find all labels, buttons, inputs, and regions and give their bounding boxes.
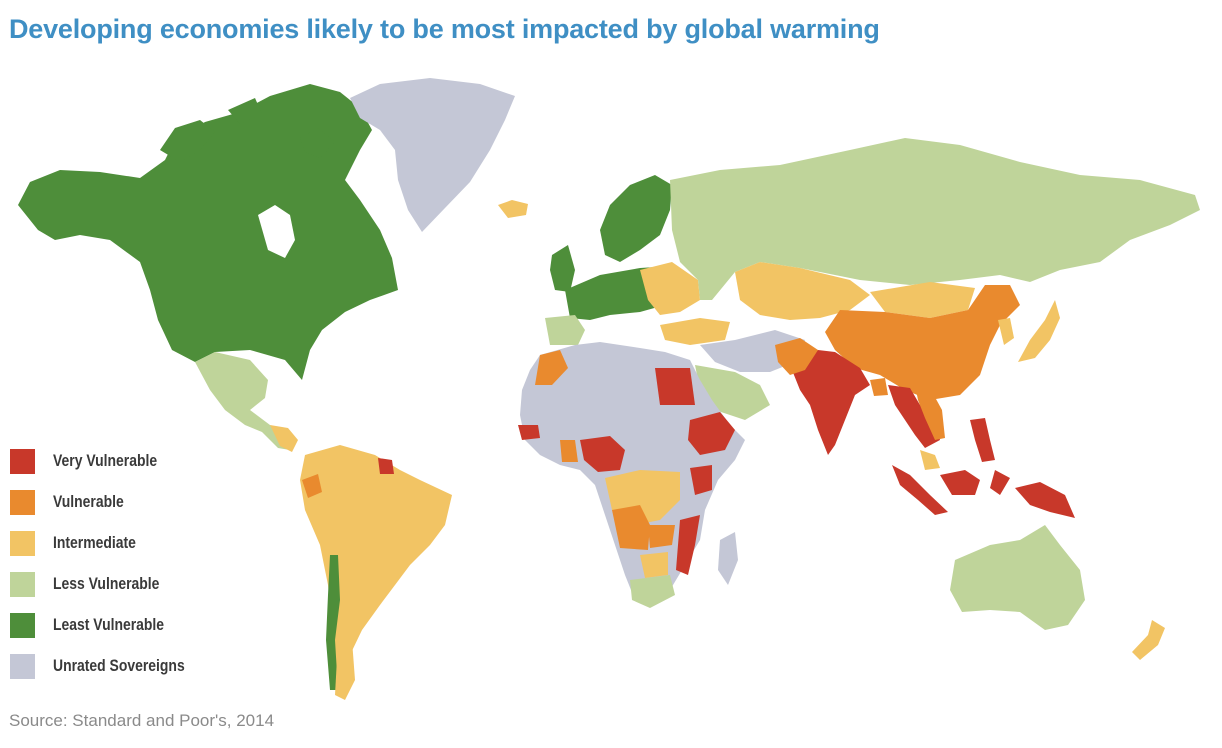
legend-label: Vulnerable [53,492,124,511]
legend-item-less-vulnerable: Less Vulnerable [10,572,230,597]
region-morocco [535,350,568,385]
region-scandinavia [600,175,672,262]
region-nigeria [580,436,625,472]
region-argentina-south [335,640,355,700]
region-australia [950,525,1085,630]
region-new-zealand [1132,620,1165,660]
region-bangladesh [870,378,888,396]
region-canada-islands [160,98,335,162]
legend-item-least-vulnerable: Least Vulnerable [10,613,230,638]
region-senegal [518,425,540,440]
legend-label: Unrated Sovereigns [53,656,185,675]
region-china [825,285,1020,400]
region-iceland [498,200,528,218]
region-vietnam-laos [915,385,945,440]
region-malaysia [920,450,940,470]
legend-label: Very Vulnerable [53,451,158,470]
region-russia [670,138,1200,300]
region-guyana [378,458,394,474]
region-japan [1018,300,1060,362]
region-mexico [195,352,290,450]
region-egypt [655,368,695,405]
legend-label: Intermediate [53,533,136,552]
region-mainland-southeast-asia [888,385,940,448]
legend-swatch [10,490,35,515]
legend-item-very-vulnerable: Very Vulnerable [10,449,230,474]
region-madagascar [718,532,738,585]
legend-swatch [10,449,35,474]
region-india [790,350,870,455]
region-zambia [648,525,675,548]
region-eastern-europe [640,262,700,315]
region-greenland [350,78,515,232]
legend-item-unrated-sovereigns: Unrated Sovereigns [10,654,230,679]
region-iberia [545,315,585,345]
region-ecuador [302,474,322,498]
region-north-america [18,84,398,380]
region-kenya [690,465,712,495]
region-ghana [560,440,578,462]
region-botswana [640,552,668,578]
region-philippines [970,418,995,462]
region-angola [612,505,650,550]
legend-label: Less Vulnerable [53,574,160,593]
legend-swatch [10,613,35,638]
region-ethiopia [688,412,735,455]
legend-swatch [10,654,35,679]
legend-swatch [10,531,35,556]
legend-swatch [10,572,35,597]
legend-label: Least Vulnerable [53,615,165,634]
region-pakistan [775,338,818,375]
map-title: Developing economies likely to be most i… [9,14,880,44]
region-mongolia [870,282,975,318]
region-chile [326,555,340,690]
region-korea [998,318,1014,345]
region-mozambique [676,515,700,575]
region-south-africa [630,575,675,608]
legend-item-intermediate: Intermediate [10,531,230,556]
region-south-america [300,445,452,690]
region-indonesia [940,470,1075,518]
region-hudson-bay [258,205,295,258]
region-central-america [270,425,298,452]
source-note: Source: Standard and Poor's, 2014 [9,711,275,730]
legend-item-vulnerable: Vulnerable [10,490,230,515]
region-turkey [660,318,730,345]
region-kazakhstan [735,262,870,320]
region-uk [550,245,575,292]
region-sumatra [892,465,948,515]
